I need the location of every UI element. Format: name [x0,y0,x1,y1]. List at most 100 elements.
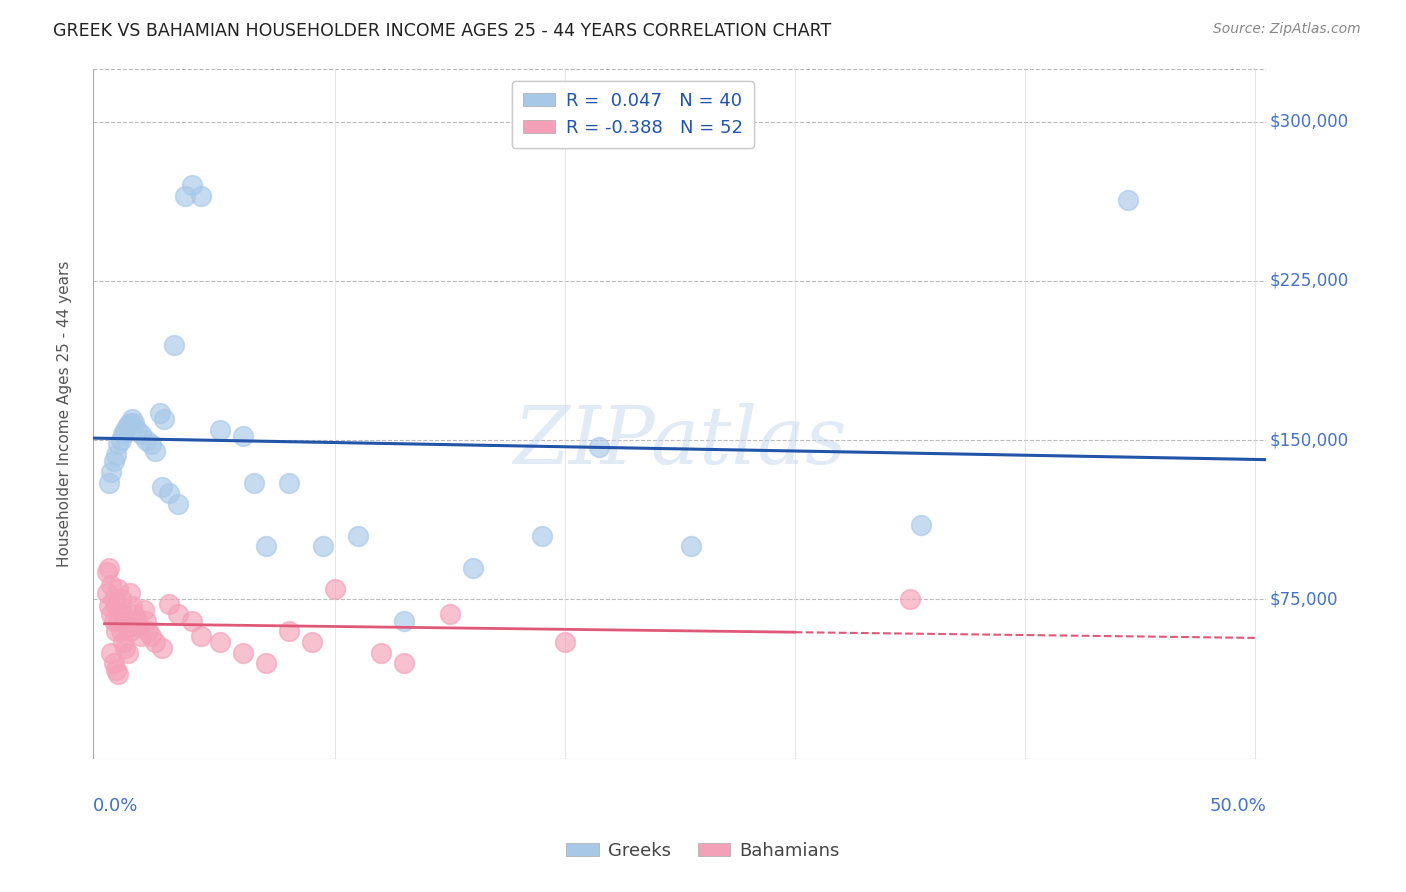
Legend: R =  0.047   N = 40, R = -0.388   N = 52: R = 0.047 N = 40, R = -0.388 N = 52 [512,81,754,148]
Point [181,178,204,193]
Point [370,646,392,660]
Point [167,607,190,622]
Point [554,635,576,649]
Point [100,607,122,622]
Point [98,599,121,613]
Point [181,614,204,628]
Point [124,416,146,430]
Point [117,418,139,433]
Point [107,582,129,596]
Point [139,437,162,451]
Point [208,635,231,649]
Point [323,582,346,596]
Point [98,475,121,490]
Point [277,624,299,639]
Text: GREEK VS BAHAMIAN HOUSEHOLDER INCOME AGES 25 - 44 YEARS CORRELATION CHART: GREEK VS BAHAMIAN HOUSEHOLDER INCOME AGE… [53,22,832,40]
Point [110,592,132,607]
Point [588,440,610,454]
Point [346,529,368,543]
Point [174,189,197,203]
Point [98,560,121,574]
Y-axis label: Householder Income Ages 25 - 44 years: Householder Income Ages 25 - 44 years [58,260,72,566]
Text: $300,000: $300,000 [1270,112,1348,130]
Point [131,629,153,643]
Point [301,635,323,649]
Point [153,412,176,426]
Text: $150,000: $150,000 [1270,431,1348,450]
Point [125,423,148,437]
Point [312,540,335,554]
Point [439,607,461,622]
Point [105,448,128,462]
Point [392,657,415,671]
Point [530,529,553,543]
Point [111,426,134,441]
Point [143,635,166,649]
Point [243,475,266,490]
Point [107,666,129,681]
Point [898,592,921,607]
Point [118,416,141,430]
Point [114,423,136,437]
Point [190,189,212,203]
Legend: Greeks, Bahamians: Greeks, Bahamians [560,835,846,867]
Point [150,641,173,656]
Point [117,620,139,634]
Point [190,629,212,643]
Point [121,412,143,426]
Point [103,614,125,628]
Point [96,565,118,579]
Point [118,624,141,639]
Point [100,577,122,591]
Point [910,518,932,533]
Text: $75,000: $75,000 [1270,591,1339,608]
Text: $225,000: $225,000 [1270,272,1350,290]
Point [277,475,299,490]
Point [157,597,180,611]
Point [124,607,146,622]
Point [103,657,125,671]
Point [681,540,703,554]
Point [232,429,254,443]
Point [157,486,180,500]
Point [103,454,125,468]
Point [1116,193,1139,207]
Point [110,624,132,639]
Point [125,614,148,628]
Point [392,614,415,628]
Point [254,540,277,554]
Point [128,620,150,634]
Point [121,599,143,613]
Point [254,657,277,671]
Point [110,433,132,447]
Point [132,603,155,617]
Point [105,663,128,677]
Point [139,629,162,643]
Point [136,624,159,639]
Point [135,433,157,447]
Point [96,586,118,600]
Point [100,465,122,479]
Point [232,646,254,660]
Point [117,646,139,660]
Point [167,497,190,511]
Point [105,599,128,613]
Point [143,443,166,458]
Point [105,624,128,639]
Point [107,614,129,628]
Point [114,641,136,656]
Point [208,423,231,437]
Point [103,592,125,607]
Point [114,614,136,628]
Point [461,560,484,574]
Text: Source: ZipAtlas.com: Source: ZipAtlas.com [1213,22,1361,37]
Point [162,337,184,351]
Text: 50.0%: 50.0% [1209,797,1267,814]
Point [149,406,172,420]
Point [111,607,134,622]
Point [118,586,141,600]
Point [111,635,134,649]
Text: 0.0%: 0.0% [93,797,138,814]
Point [131,426,153,441]
Text: ZIPatlas: ZIPatlas [513,402,846,480]
